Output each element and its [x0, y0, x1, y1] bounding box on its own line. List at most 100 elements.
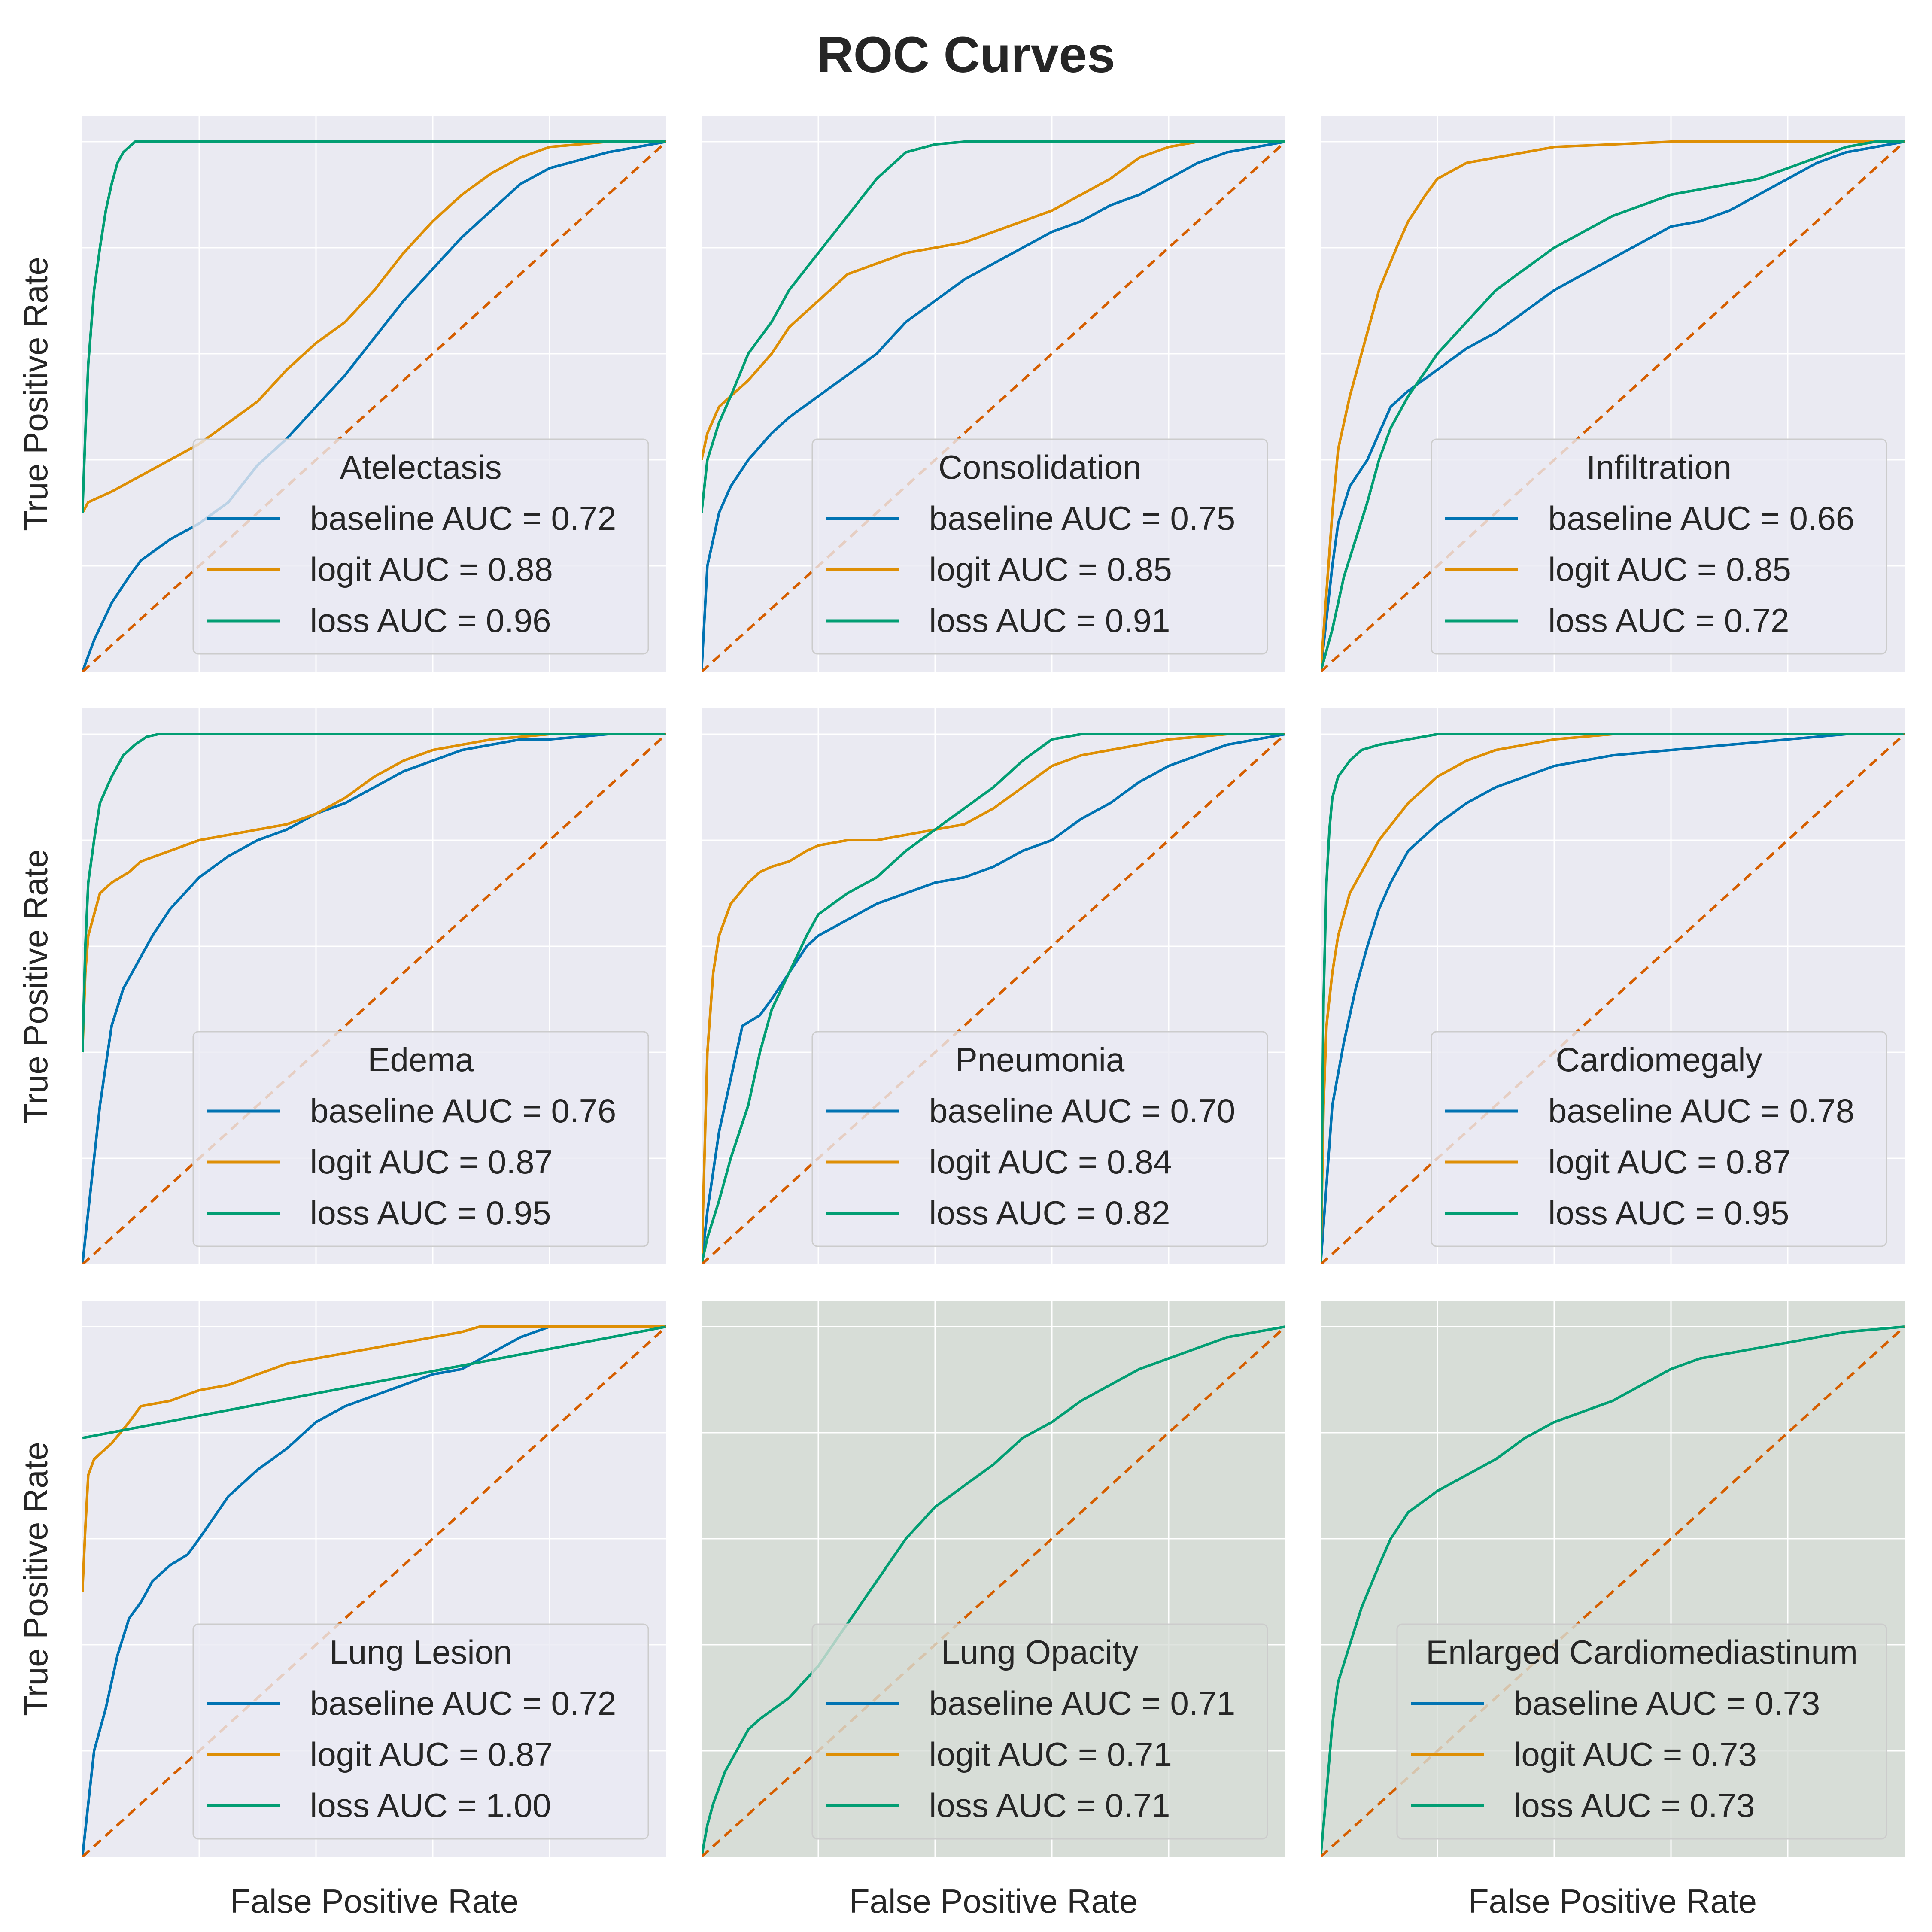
legend-box — [1431, 1031, 1887, 1247]
series-line-loss — [702, 733, 1285, 1264]
plot-area — [702, 140, 1285, 672]
plot-area — [1321, 140, 1905, 672]
legend-label-logit: logit AUC = 0.88 — [310, 550, 553, 588]
series-line-loss — [702, 1325, 1285, 1857]
plot-area — [82, 140, 666, 672]
plot-area — [82, 1325, 666, 1857]
legend-label-loss: loss AUC = 0.71 — [929, 1786, 1170, 1824]
chance-diagonal-line — [702, 1325, 1285, 1857]
y-axis-label: True Positive Rate — [17, 849, 55, 1124]
series-line-logit — [702, 140, 1285, 460]
series-line-logit — [82, 1325, 666, 1592]
plot-area — [1321, 733, 1905, 1264]
series-line-logit — [1321, 140, 1905, 672]
legend: Enlarged Cardiomediastinum baseline AUC =… — [1396, 1623, 1887, 1840]
legend-label-loss: loss AUC = 0.72 — [1548, 601, 1789, 639]
chance-diagonal-line — [702, 140, 1285, 672]
series-line-loss — [82, 1325, 666, 1440]
chance-diagonal-line — [1321, 140, 1905, 672]
roc-panel-8: Lung Opacity baseline AUC = 0.71 logit AUC… — [702, 1301, 1285, 1920]
legend-label-loss: loss AUC = 0.96 — [310, 601, 551, 639]
x-axis-label: False Positive Rate — [849, 1882, 1138, 1920]
legend-box — [192, 1623, 649, 1840]
legend: Edema baseline AUC = 0.76 logit AUC = 0.87… — [192, 1031, 649, 1247]
series-line-baseline — [1321, 140, 1905, 672]
roc-panel-7: Lung Lesion baseline AUC = 0.72 logit AUC … — [17, 1301, 666, 1920]
legend: Pneumonia baseline AUC = 0.70 logit AUC = … — [811, 1031, 1268, 1247]
legend-label-logit: logit AUC = 0.87 — [1548, 1143, 1791, 1181]
legend-title: Pneumonia — [955, 1041, 1125, 1078]
legend-label-logit: logit AUC = 0.71 — [929, 1735, 1172, 1773]
legend-label-logit: logit AUC = 0.73 — [1514, 1735, 1757, 1773]
series-line-baseline — [82, 733, 666, 1264]
legend-label-logit: logit AUC = 0.84 — [929, 1143, 1172, 1181]
legend-box — [811, 1031, 1268, 1247]
series-line-baseline — [1321, 733, 1905, 1264]
legend-title: Cardiomegaly — [1555, 1041, 1762, 1078]
roc-panel-5: Pneumonia baseline AUC = 0.70 logit AUC = … — [702, 708, 1285, 1264]
legend-title: Atelectasis — [340, 448, 501, 486]
legend-label-logit: logit AUC = 0.87 — [310, 1735, 553, 1773]
legend-title: Lung Opacity — [941, 1633, 1139, 1671]
legend: Cardiomegaly baseline AUC = 0.78 logit AUC… — [1431, 1031, 1887, 1247]
chance-diagonal-line — [702, 733, 1285, 1264]
legend-label-loss: loss AUC = 0.95 — [310, 1194, 551, 1232]
series-line-baseline — [82, 1325, 666, 1857]
legend-box — [192, 1031, 649, 1247]
legend-title: Lung Lesion — [329, 1633, 512, 1671]
legend-label-loss: loss AUC = 0.91 — [929, 601, 1170, 639]
plot-area — [82, 733, 666, 1264]
legend-label-baseline: baseline AUC = 0.70 — [929, 1092, 1235, 1130]
page-title: ROC Curves — [817, 27, 1115, 83]
legend-title: Consolidation — [939, 448, 1142, 486]
legend-label-baseline: baseline AUC = 0.71 — [929, 1684, 1235, 1722]
roc-panel-2: Consolidation baseline AUC = 0.75 logit AU… — [702, 116, 1285, 672]
legend-label-baseline: baseline AUC = 0.72 — [310, 499, 616, 537]
series-line-logit — [702, 733, 1285, 1264]
series-line-loss — [1321, 733, 1905, 1264]
series-line-baseline — [702, 140, 1285, 672]
legend: Lung Opacity baseline AUC = 0.71 logit AUC… — [811, 1623, 1268, 1840]
x-axis-label: False Positive Rate — [1468, 1882, 1757, 1920]
series-line-loss — [82, 140, 666, 513]
legend: Infiltration baseline AUC = 0.66 logit AUC… — [1431, 438, 1887, 655]
chance-diagonal-line — [1321, 733, 1905, 1264]
roc-panel-3: Infiltration baseline AUC = 0.66 logit AUC… — [1321, 116, 1905, 672]
legend: Consolidation baseline AUC = 0.75 logit AU… — [811, 438, 1268, 655]
legend-title: Enlarged Cardiomediastinum — [1426, 1633, 1858, 1671]
y-axis-label: True Positive Rate — [17, 257, 55, 531]
legend-label-logit: logit AUC = 0.87 — [310, 1143, 553, 1181]
legend: Atelectasis baseline AUC = 0.72 logit AUC … — [192, 438, 649, 655]
chance-diagonal-line — [82, 1325, 666, 1857]
series-line-baseline — [702, 733, 1285, 1264]
legend-box — [1396, 1623, 1887, 1840]
plot-area — [702, 1325, 1285, 1857]
legend-title: Infiltration — [1586, 448, 1732, 486]
series-line-logit — [82, 733, 666, 1053]
legend-label-baseline: baseline AUC = 0.78 — [1548, 1092, 1854, 1130]
legend-label-baseline: baseline AUC = 0.76 — [310, 1092, 616, 1130]
legend-label-baseline: baseline AUC = 0.72 — [310, 1684, 616, 1722]
legend: Lung Lesion baseline AUC = 0.72 logit AUC … — [192, 1623, 649, 1840]
roc-panel-1: Atelectasis baseline AUC = 0.72 logit AUC … — [17, 116, 666, 672]
legend-label-baseline: baseline AUC = 0.73 — [1514, 1684, 1820, 1722]
series-line-loss — [1321, 1325, 1905, 1857]
legend-label-loss: loss AUC = 0.73 — [1514, 1786, 1755, 1824]
chance-diagonal-line — [82, 140, 666, 672]
legend-label-baseline: baseline AUC = 0.66 — [1548, 499, 1854, 537]
series-line-loss — [1321, 140, 1905, 672]
legend-label-loss: loss AUC = 0.82 — [929, 1194, 1170, 1232]
legend-box — [811, 438, 1268, 655]
legend-box — [192, 438, 649, 655]
series-line-loss — [82, 733, 666, 1053]
plot-area — [702, 733, 1285, 1264]
legend-label-loss: loss AUC = 1.00 — [310, 1786, 551, 1824]
legend-title: Edema — [368, 1041, 474, 1078]
y-axis-label: True Positive Rate — [17, 1442, 55, 1716]
roc-panel-9: Enlarged Cardiomediastinum baseline AUC =… — [1321, 1301, 1905, 1920]
legend-box — [1431, 438, 1887, 655]
legend-label-loss: loss AUC = 0.95 — [1548, 1194, 1789, 1232]
legend-label-baseline: baseline AUC = 0.75 — [929, 499, 1235, 537]
roc-panel-4: Edema baseline AUC = 0.76 logit AUC = 0.87… — [17, 708, 666, 1264]
